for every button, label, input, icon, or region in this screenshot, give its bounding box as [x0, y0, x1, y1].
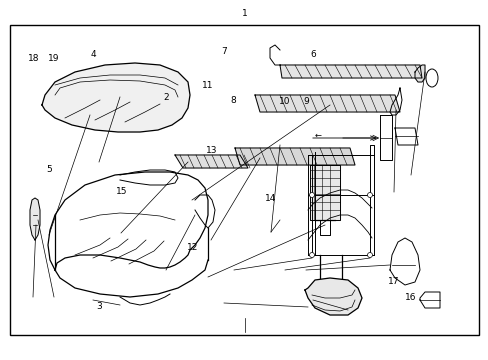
Ellipse shape	[367, 193, 372, 198]
Text: 12: 12	[186, 243, 198, 252]
Text: 10: 10	[278, 97, 290, 106]
Text: 6: 6	[309, 50, 315, 59]
Polygon shape	[175, 155, 247, 168]
Polygon shape	[305, 278, 361, 315]
Ellipse shape	[309, 252, 314, 257]
Text: 2: 2	[163, 93, 169, 102]
Text: ←: ←	[314, 131, 321, 140]
Text: 8: 8	[230, 96, 236, 105]
Bar	[10, 25, 478, 335]
Polygon shape	[280, 65, 421, 78]
Polygon shape	[309, 165, 339, 220]
Text: 13: 13	[205, 146, 217, 155]
Ellipse shape	[309, 193, 314, 198]
Polygon shape	[42, 63, 190, 132]
Text: 4: 4	[90, 50, 96, 59]
Text: 1: 1	[241, 9, 247, 18]
Ellipse shape	[425, 69, 437, 87]
Ellipse shape	[367, 252, 372, 257]
Text: 3: 3	[96, 302, 102, 311]
Polygon shape	[414, 65, 424, 82]
Text: 18: 18	[27, 54, 39, 63]
Text: 11: 11	[202, 81, 213, 90]
Text: 9: 9	[303, 97, 308, 106]
Polygon shape	[235, 148, 354, 165]
Text: 17: 17	[387, 277, 399, 286]
Text: 19: 19	[48, 54, 60, 63]
Text: 16: 16	[404, 292, 416, 302]
Text: 14: 14	[264, 194, 276, 203]
Text: 7: 7	[221, 47, 226, 56]
Text: 15: 15	[115, 187, 127, 196]
Polygon shape	[254, 95, 399, 112]
Polygon shape	[30, 198, 40, 240]
Text: 5: 5	[46, 165, 52, 174]
